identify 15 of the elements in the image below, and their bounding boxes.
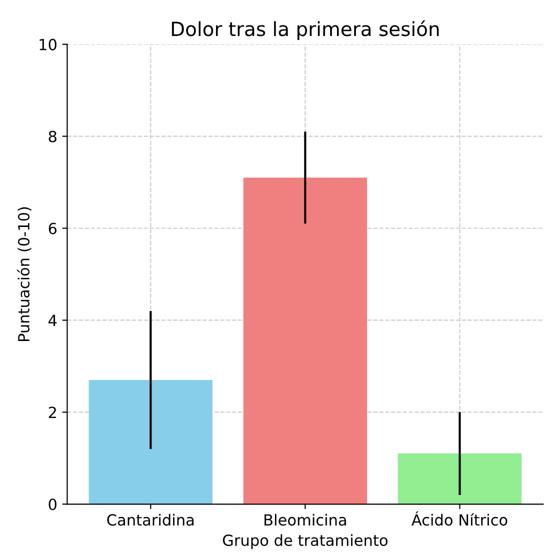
y-tick-label: 10	[40, 38, 56, 50]
y-tick-label: 0	[48, 498, 56, 510]
y-axis-title: Puntuación (0-10)	[17, 207, 32, 341]
chart-title: Dolor tras la primera sesión	[172, 20, 439, 40]
x-tick-label: Bleomicina	[264, 514, 346, 526]
y-tick-label: 6	[48, 222, 57, 234]
bar	[398, 454, 522, 504]
x-tick-label: Ácido Nítrico	[412, 511, 508, 526]
y-tick-label: 8	[48, 130, 56, 142]
bar	[243, 178, 368, 504]
bar	[88, 380, 212, 504]
x-axis-title: Grupo de tratamiento	[222, 534, 388, 549]
x-tick-label: Cantaridina	[107, 514, 194, 526]
y-tick-label: 4	[48, 314, 57, 326]
y-tick-label: 2	[48, 406, 56, 418]
